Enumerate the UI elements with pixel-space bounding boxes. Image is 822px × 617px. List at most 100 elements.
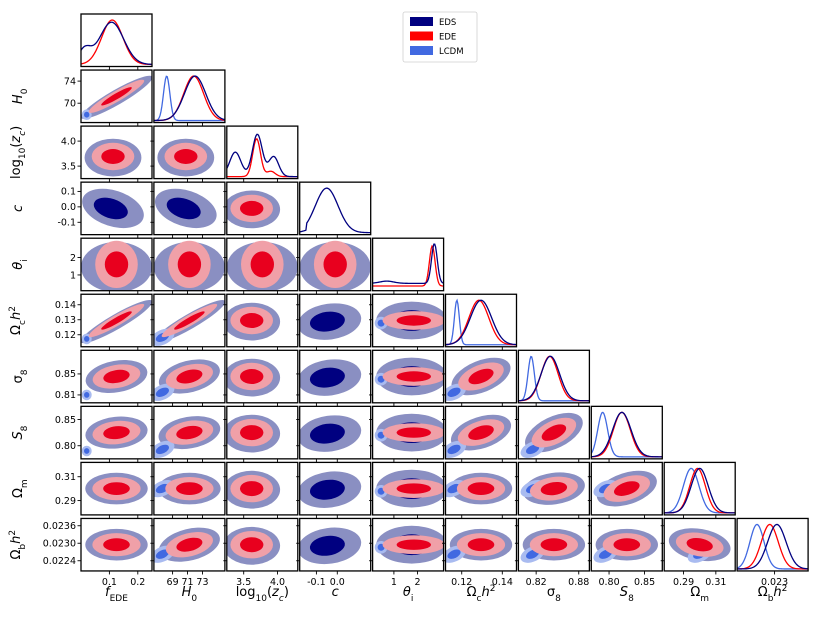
marginal-omm-ede xyxy=(664,467,736,514)
panel-omch2-sigma8 xyxy=(442,349,518,407)
x-tick-label: 2 xyxy=(415,577,421,588)
panel-frame xyxy=(153,461,226,516)
x-axis-label-omm: Ωm xyxy=(690,585,709,604)
contour-omm-ombh2-ede-inner xyxy=(686,537,713,552)
contour-fEDE-theta-ede-inner xyxy=(104,251,129,278)
marginal-theta-eds xyxy=(372,243,444,285)
contour-c-theta-ede-inner xyxy=(323,251,347,278)
panel-frame xyxy=(371,461,445,516)
legend-label-lcdm: LCDM xyxy=(439,47,464,57)
panel-frame xyxy=(80,405,153,460)
contour-fEDE-omch2-ede-inner xyxy=(101,311,132,330)
marginal-sigma8-eds xyxy=(518,355,590,402)
contour-c-omm-eds-inner xyxy=(309,479,345,500)
y-tick-label: 3.5 xyxy=(61,161,76,172)
panel-frame xyxy=(371,293,445,348)
marginal-logzc-ede xyxy=(226,138,298,178)
panel-frame xyxy=(663,461,736,516)
marginal-omch2-lcdm xyxy=(445,298,517,346)
contour-fEDE-c-eds-inner xyxy=(93,197,128,220)
contour-H0-omm-lcdm-inner xyxy=(155,483,169,494)
y-axis-label-theta: θi xyxy=(11,259,30,269)
contour-S8-ombh2-ede-inner xyxy=(613,538,641,552)
x-tick-label: 0.023 xyxy=(761,577,788,588)
panel-H0-omm xyxy=(150,461,226,519)
panel-fEDE-omch2 xyxy=(77,293,153,351)
panel-frame xyxy=(80,237,153,292)
contour-H0-theta-ede-inner xyxy=(177,251,202,278)
panel-H0-omch2 xyxy=(150,293,226,351)
contour-omch2-ombh2-lcdm-inner xyxy=(447,549,461,559)
y-tick-label: 0.0230 xyxy=(43,539,76,550)
contour-theta-omm-ede-inner xyxy=(396,483,431,494)
y-tick-label: 0.13 xyxy=(55,315,76,326)
contour-logzc-S8-ede-inner xyxy=(240,425,264,441)
legend-swatch-lcdm xyxy=(410,46,433,55)
panel-omch2-omm xyxy=(442,461,518,519)
panel-logzc-c xyxy=(223,181,299,239)
panel-frame xyxy=(80,181,153,236)
contour-omch2-omm-ede-inner xyxy=(467,482,495,495)
contour-fEDE-ombh2-ede-inner xyxy=(103,538,130,552)
contour-fEDE-H0-ede-inner xyxy=(101,87,132,106)
y-tick-label: 0.14 xyxy=(55,300,76,311)
panel-frame xyxy=(444,349,518,404)
panel-logzc-theta xyxy=(223,237,299,295)
x-tick-label: 0.1 xyxy=(102,577,117,588)
x-tick-label: 69 xyxy=(167,577,179,588)
x-tick-label: 0.14 xyxy=(492,577,513,588)
legend-swatch-ede xyxy=(410,31,433,41)
panel-frame xyxy=(371,349,445,404)
marginal-H0-eds xyxy=(153,75,225,122)
marginal-omm-eds xyxy=(664,467,736,514)
legend-label-eds: EDS xyxy=(439,18,456,28)
y-tick-label: 2 xyxy=(70,253,76,264)
panel-logzc-omch2 xyxy=(223,293,299,351)
panel-frame xyxy=(80,517,153,572)
panel-frame xyxy=(153,181,226,236)
x-tick-label: 1 xyxy=(391,577,397,588)
panel-c-c xyxy=(299,181,372,239)
marginal-fEDE-ede xyxy=(81,19,152,66)
x-axis-label-omch2: Ωch2 xyxy=(467,584,496,604)
contour-fEDE-S8-lcdm-inner xyxy=(84,448,90,454)
y-tick-label: 0.85 xyxy=(55,415,76,426)
panel-frame xyxy=(80,125,153,180)
y-tick-label: 0.85 xyxy=(55,369,76,380)
panel-frame xyxy=(80,461,153,516)
y-axis-label-logzc: log10(zc) xyxy=(9,126,28,179)
panel-ombh2-ombh2 xyxy=(736,517,809,575)
contour-theta-sigma8-ede-inner xyxy=(396,371,431,382)
y-axis-label-S8: S8 xyxy=(11,425,30,439)
contour-H0-S8-ede-inner xyxy=(176,425,203,440)
contour-H0-sigma8-lcdm-inner xyxy=(155,387,169,397)
panel-c-omch2 xyxy=(296,293,372,351)
panel-frame xyxy=(736,517,809,572)
panel-sigma8-sigma8 xyxy=(517,349,591,407)
y-tick-label: 0.0224 xyxy=(43,556,76,567)
x-axis-label-fEDE: fEDE xyxy=(105,585,128,604)
panel-frame xyxy=(299,517,372,572)
x-tick-label: 0.85 xyxy=(634,577,655,588)
y-tick-label: 0.31 xyxy=(55,472,76,483)
contour-omch2-sigma8-lcdm-inner xyxy=(447,387,461,397)
panel-frame xyxy=(371,517,445,572)
marginal-fEDE-eds xyxy=(81,21,152,65)
panel-frame xyxy=(226,181,299,236)
panel-theta-ombh2 xyxy=(369,517,445,575)
panel-frame xyxy=(590,405,663,460)
marginal-logzc-eds xyxy=(226,133,298,178)
panel-H0-H0 xyxy=(153,69,226,127)
panel-frame xyxy=(153,237,226,292)
panel-omch2-ombh2 xyxy=(442,517,518,575)
contour-c-ombh2-eds-inner xyxy=(309,535,345,556)
panel-frame xyxy=(226,349,299,404)
contour-omch2-S8-lcdm-inner xyxy=(447,444,461,455)
panel-frame xyxy=(226,461,299,516)
panel-frame xyxy=(299,181,372,236)
panel-S8-omm xyxy=(587,461,663,519)
panel-frame xyxy=(590,461,663,516)
panel-logzc-S8 xyxy=(223,405,299,463)
x-tick-label: 73 xyxy=(196,577,208,588)
